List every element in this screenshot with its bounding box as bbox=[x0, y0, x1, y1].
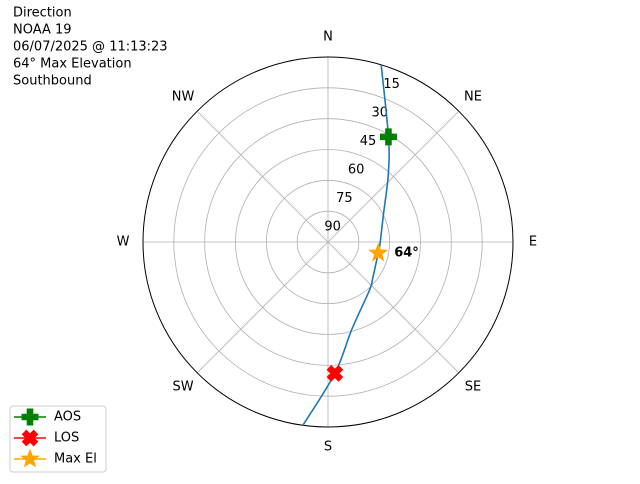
radial-tick-label: 75 bbox=[336, 191, 353, 206]
grid-ring bbox=[173, 87, 483, 397]
angle-tick-label: W bbox=[117, 235, 130, 250]
angle-tick-label: NW bbox=[172, 90, 195, 105]
title-line: Southbound bbox=[13, 74, 92, 89]
marker-plus bbox=[379, 128, 397, 146]
outer-ring bbox=[142, 56, 514, 428]
radial-tick-label: 15 bbox=[383, 77, 400, 92]
legend: AOS LOS Max El bbox=[9, 405, 107, 473]
title-line: NOAA 19 bbox=[13, 23, 72, 38]
angle-tick-label: SW bbox=[172, 379, 193, 394]
grid-ring bbox=[265, 179, 391, 305]
legend-label: LOS bbox=[54, 431, 79, 446]
title-line: 06/07/2025 @ 11:13:23 bbox=[13, 40, 168, 55]
angle-tick-label: S bbox=[324, 440, 332, 455]
legend-box bbox=[9, 405, 107, 473]
radial-tick-label: 90 bbox=[324, 219, 341, 234]
marker-x bbox=[326, 365, 344, 382]
angle-tick-label: N bbox=[323, 30, 333, 45]
grid-ring bbox=[235, 149, 421, 335]
title-line: 64° Max Elevation bbox=[13, 57, 132, 72]
legend-label: Max El bbox=[54, 452, 97, 467]
grid-ring bbox=[204, 118, 452, 366]
legend-marker bbox=[20, 448, 40, 468]
marker-star bbox=[368, 242, 389, 262]
legend-marker bbox=[21, 408, 39, 426]
legend-marker bbox=[21, 429, 39, 447]
legend-label: AOS bbox=[54, 410, 81, 425]
radial-tick-label: 60 bbox=[348, 162, 365, 177]
angle-tick-label: SE bbox=[465, 379, 481, 394]
annotation: 64° bbox=[394, 246, 419, 261]
angle-tick-label: E bbox=[529, 235, 537, 250]
radial-tick-label: 30 bbox=[372, 105, 389, 120]
title-line: Direction bbox=[13, 6, 72, 21]
angle-tick-label: NE bbox=[464, 90, 482, 105]
grid-ring bbox=[296, 210, 360, 274]
radial-tick-label: 45 bbox=[360, 134, 377, 149]
